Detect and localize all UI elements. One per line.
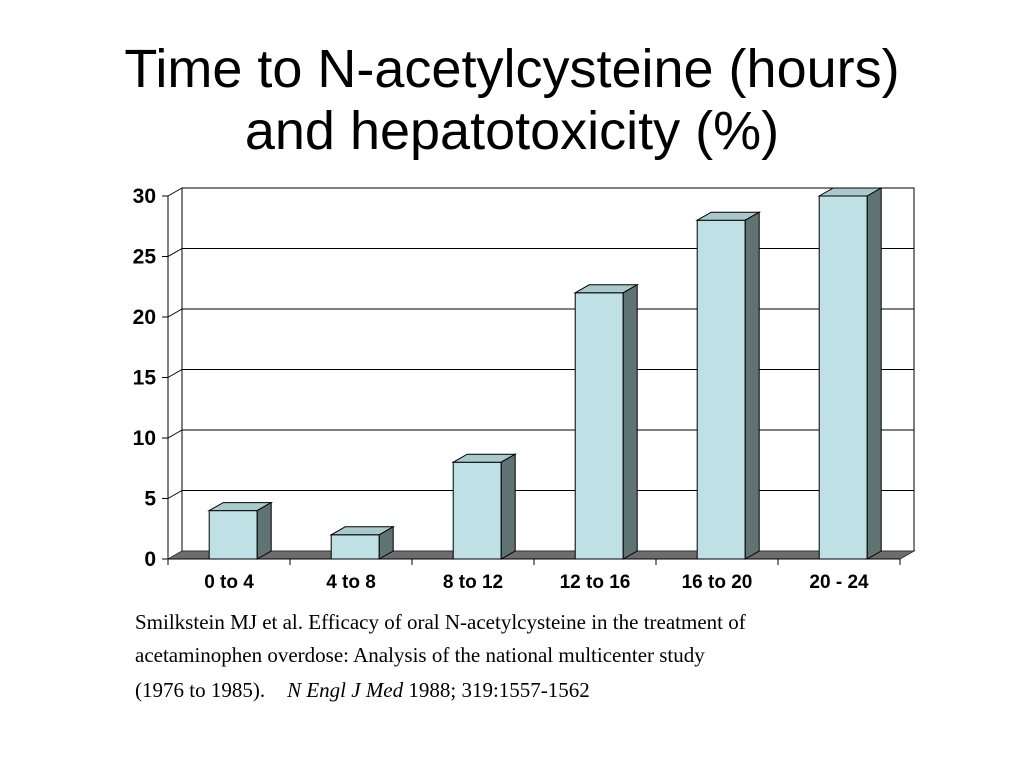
gridline-side xyxy=(167,369,183,378)
gridline-side xyxy=(167,490,183,499)
citation: Smilkstein MJ et al. Efficacy of oral N-… xyxy=(135,606,935,707)
bar-side xyxy=(500,453,516,560)
citation-journal: N Engl J Med xyxy=(287,678,404,702)
x-tick-label: 16 to 20 xyxy=(682,572,753,593)
gridline-side xyxy=(167,248,183,257)
bar xyxy=(818,195,868,560)
x-tick-label: 12 to 16 xyxy=(560,572,631,593)
x-tick-label: 0 to 4 xyxy=(204,572,254,593)
y-tick-label: 25 xyxy=(133,246,157,269)
bar-side xyxy=(256,501,272,560)
bar xyxy=(696,219,746,560)
slide-title: Time to N-acetylcysteine (hours) and hep… xyxy=(0,38,1024,162)
y-tick-label: 10 xyxy=(133,427,156,450)
bar xyxy=(452,461,502,560)
citation-line-1: Smilkstein MJ et al. Efficacy of oral N-… xyxy=(135,610,746,634)
bar-chart: 0 5 10 15 20 25 30 0 to 4 4 to 8 8 to 12 12 to 16 1… xyxy=(133,185,916,593)
bar xyxy=(208,510,258,560)
gridline-side xyxy=(167,187,183,197)
bar-side xyxy=(866,187,882,560)
bar-side xyxy=(622,283,638,560)
x-tick-label: 8 to 12 xyxy=(443,572,503,593)
chart-floor xyxy=(166,550,916,560)
citation-line-2: acetaminophen overdose: Analysis of the … xyxy=(135,643,705,667)
y-tick-label: 0 xyxy=(144,548,156,571)
bar-side xyxy=(744,211,760,560)
slide-title-line-2: and hepatotoxicity (%) xyxy=(244,101,780,161)
y-tick-label: 15 xyxy=(133,367,157,390)
x-tick-label: 4 to 8 xyxy=(326,572,376,593)
y-tick-label: 30 xyxy=(133,185,156,208)
citation-line-3: (1976 to 1985). N Engl J Med 1988; 319:15… xyxy=(135,674,935,707)
gridline-side xyxy=(167,308,183,318)
y-tick-label: 5 xyxy=(144,488,156,511)
citation-volume: 1988; 319:1557-1562 xyxy=(403,678,590,702)
bar-side xyxy=(378,525,394,560)
citation-years: (1976 to 1985). xyxy=(135,678,266,702)
gridline-side xyxy=(167,429,183,439)
y-tick-label: 20 xyxy=(133,306,156,329)
bar xyxy=(574,292,624,560)
x-tick-label: 20 - 24 xyxy=(809,572,869,593)
bar xyxy=(330,534,380,560)
slide-title-line-1: Time to N-acetylcysteine (hours) xyxy=(124,39,900,99)
